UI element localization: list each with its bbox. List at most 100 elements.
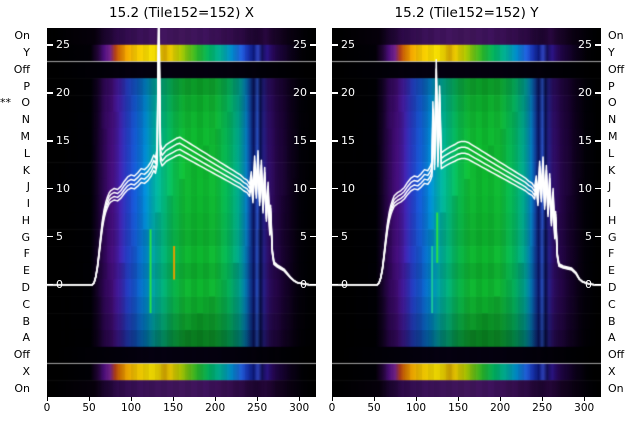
- y-tick-label: 10: [56, 181, 70, 195]
- row-label-right: H: [608, 213, 617, 227]
- heatmap-panel-right: [332, 28, 601, 397]
- heatmap-panel-left: [47, 28, 316, 397]
- y-tick-label: 5: [341, 229, 348, 243]
- y-tick-label: 15: [56, 133, 70, 147]
- x-tick-label: 300: [574, 402, 595, 414]
- x-tick-label: 100: [121, 402, 142, 414]
- x-tick-mark: [172, 397, 174, 401]
- x-tick-mark: [46, 397, 48, 401]
- x-tick-mark: [130, 397, 132, 401]
- row-label-right: F: [608, 247, 615, 261]
- y-tick-mark: [332, 187, 338, 190]
- row-label-right: A: [608, 331, 616, 345]
- row-label-right: G: [608, 230, 617, 244]
- row-label-right: I: [608, 197, 612, 211]
- row-label-left: On: [14, 29, 30, 43]
- x-tick-label: 200: [490, 402, 511, 414]
- y-tick-mark: [47, 44, 53, 46]
- row-label-right: On: [608, 29, 624, 43]
- x-tick-label: 300: [289, 402, 310, 414]
- x-tick-label: 150: [163, 402, 184, 414]
- row-label-left: Y: [23, 46, 30, 60]
- y-tick-mark: [332, 283, 338, 286]
- row-label-right: N: [608, 113, 617, 127]
- row-label-left: P: [23, 79, 30, 93]
- y-tick-mark: [595, 140, 601, 142]
- row-label-left: C: [22, 297, 30, 311]
- row-label-right: Y: [608, 46, 615, 60]
- row-label-right: J: [608, 180, 612, 194]
- y-tick-label: 20: [293, 85, 307, 99]
- x-tick-mark: [373, 397, 375, 401]
- y-tick-label: 20: [578, 85, 592, 99]
- y-tick-label: 5: [300, 229, 307, 243]
- row-label-left: O: [21, 96, 30, 110]
- y-tick-mark: [332, 140, 338, 142]
- y-tick-label: 20: [56, 85, 70, 99]
- panel-title-y: 15.2 (Tile152=152) Y: [394, 5, 539, 21]
- y-tick-label: 5: [585, 229, 592, 243]
- y-tick-mark: [310, 187, 316, 190]
- x-tick-mark: [583, 397, 585, 401]
- y-tick-label: 25: [341, 37, 355, 51]
- y-tick-label: 10: [341, 181, 355, 195]
- row-label-right: X: [608, 364, 616, 378]
- y-tick-label: 15: [341, 133, 355, 147]
- y-tick-mark: [310, 235, 316, 238]
- row-label-left: On: [14, 381, 30, 395]
- row-label-left: F: [23, 247, 30, 261]
- row-marker: **: [0, 96, 11, 110]
- y-tick-label: 10: [578, 181, 592, 195]
- y-tick-mark: [595, 44, 601, 46]
- x-tick-label: 150: [448, 402, 469, 414]
- row-label-left: D: [21, 280, 30, 294]
- y-tick-label: 25: [293, 37, 307, 51]
- row-label-left: Off: [13, 62, 30, 76]
- row-label-left: B: [22, 314, 30, 328]
- x-tick-mark: [499, 397, 501, 401]
- row-label-left: I: [26, 197, 30, 211]
- y-tick-label: 20: [341, 85, 355, 99]
- x-tick-mark: [88, 397, 90, 401]
- row-label-right: L: [608, 146, 615, 160]
- panel-title-x: 15.2 (Tile152=152) X: [109, 5, 254, 21]
- y-tick-label: 15: [293, 133, 307, 147]
- x-tick-mark: [214, 397, 216, 401]
- y-tick-mark: [47, 92, 53, 94]
- row-label-left: K: [22, 163, 30, 177]
- row-label-left: M: [20, 130, 31, 144]
- row-label-left: A: [22, 331, 30, 345]
- row-label-left: J: [26, 180, 30, 194]
- y-tick-label: 0: [56, 277, 63, 291]
- y-tick-label: 25: [578, 37, 592, 51]
- row-label-right: E: [608, 264, 615, 278]
- row-label-right: B: [608, 314, 616, 328]
- y-tick-label: 0: [300, 277, 307, 291]
- row-label-right: On: [608, 381, 624, 395]
- y-tick-label: 0: [341, 277, 348, 291]
- x-tick-mark: [457, 397, 459, 401]
- x-tick-mark: [331, 397, 333, 401]
- x-tick-label: 50: [367, 402, 381, 414]
- y-tick-label: 0: [585, 277, 592, 291]
- x-tick-label: 0: [328, 402, 336, 414]
- row-label-right: O: [608, 96, 617, 110]
- row-label-right: P: [608, 79, 615, 93]
- y-tick-mark: [332, 235, 338, 238]
- x-tick-label: 250: [247, 402, 268, 414]
- row-label-right: Off: [608, 62, 625, 76]
- y-tick-mark: [595, 235, 601, 238]
- row-label-right: Off: [608, 348, 625, 362]
- y-tick-mark: [47, 235, 53, 238]
- y-tick-mark: [310, 283, 316, 286]
- y-tick-mark: [310, 92, 316, 94]
- x-tick-label: 50: [82, 402, 96, 414]
- row-label-right: C: [608, 297, 616, 311]
- y-tick-label: 15: [578, 133, 592, 147]
- y-tick-mark: [310, 140, 316, 142]
- y-tick-mark: [595, 187, 601, 190]
- row-label-left: G: [21, 230, 30, 244]
- row-label-right: K: [608, 163, 616, 177]
- x-tick-label: 250: [532, 402, 553, 414]
- y-tick-mark: [47, 140, 53, 142]
